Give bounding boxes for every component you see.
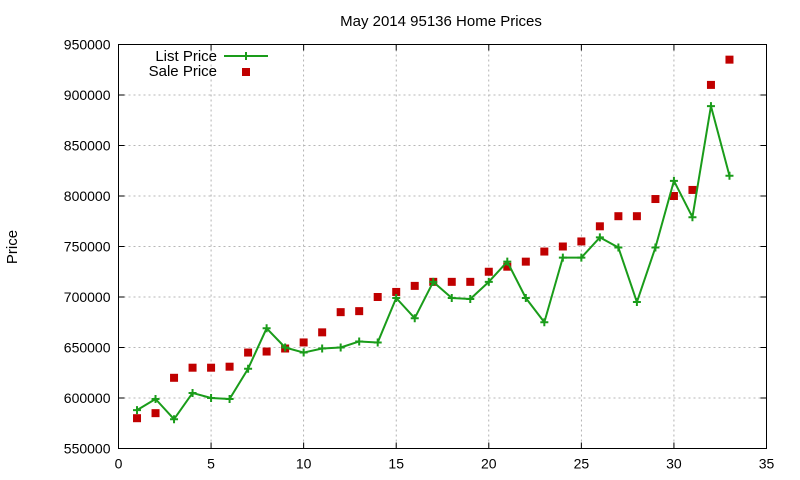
list-price-point: [170, 415, 179, 424]
sale-price-point: [225, 362, 234, 371]
x-tick-label: 20: [481, 456, 497, 472]
list-price-point: [244, 364, 253, 373]
y-tick-label: 600000: [64, 390, 111, 406]
x-tick-label: 0: [115, 456, 123, 472]
list-price-point: [558, 253, 567, 262]
list-price-point: [447, 294, 456, 303]
sale-price-point: [318, 328, 327, 337]
list-price-point: [299, 348, 308, 357]
sale-price-point: [151, 409, 160, 418]
sale-price-point: [706, 80, 715, 89]
sale-price-point: [373, 293, 382, 301]
list-price-point: [355, 337, 364, 346]
sale-price-point: [392, 287, 401, 296]
list-price-point: [207, 394, 216, 402]
sale-price-point: [410, 281, 419, 290]
sale-price-point: [558, 242, 567, 251]
list-price-point: [373, 338, 382, 347]
x-tick-label: 25: [574, 456, 590, 472]
list-price-point: [706, 102, 715, 111]
y-tick-label: 550000: [64, 441, 111, 457]
sale-price-point: [355, 307, 364, 316]
list-price-point: [392, 294, 401, 303]
y-tick-label: 800000: [64, 188, 111, 204]
sale-price-point: [336, 308, 345, 317]
list-price-point: [225, 395, 234, 404]
sale-price-point: [244, 348, 253, 357]
list-price-point: [614, 243, 623, 252]
legend-label-list-price: List Price: [155, 48, 217, 65]
sale-price-point: [577, 237, 586, 246]
series: [133, 55, 734, 424]
list-price-point: [632, 298, 641, 307]
sale-price-point: [207, 363, 216, 372]
list-price-point: [336, 343, 345, 352]
x-tick-label: 35: [759, 456, 775, 472]
list-price-point: [262, 324, 271, 333]
axis-ticks: 0 5 10 15 20 25 30 35 550000 600000 650000 700000 75…: [64, 37, 775, 472]
list-price-line: [136, 105, 731, 421]
list-price-point: [521, 294, 530, 303]
list-price-point: [188, 388, 197, 397]
sale-price-point: [595, 222, 604, 231]
y-tick-label: 750000: [64, 239, 111, 255]
list-price-point: [318, 344, 327, 353]
sale-price-point: [262, 347, 271, 356]
sale-price-point: [725, 55, 734, 64]
sale-price-point: [688, 185, 697, 194]
list-price-point: [429, 277, 438, 286]
list-price-point: [595, 233, 604, 242]
legend-marker-sale-price: [242, 68, 250, 76]
list-price-point: [688, 213, 697, 222]
sale-price-point: [540, 247, 549, 256]
list-price-point: [133, 406, 142, 415]
y-axis-label: Price: [4, 230, 21, 264]
legend: List Price Sale Price: [149, 48, 268, 80]
sale-price-point: [669, 192, 678, 200]
sale-price-point: [466, 277, 475, 286]
list-price-point: [503, 257, 512, 266]
list-price-point: [410, 314, 419, 323]
x-tick-label: 10: [296, 456, 312, 472]
list-price-point: [466, 295, 475, 304]
sale-price-point: [484, 267, 493, 276]
x-tick-label: 15: [388, 456, 404, 472]
sale-price-point: [447, 277, 456, 286]
y-tick-label: 900000: [64, 87, 111, 103]
x-tick-label: 5: [207, 456, 215, 472]
list-price-point: [669, 176, 678, 185]
list-price-point: [151, 395, 160, 404]
y-tick-label: 650000: [64, 340, 111, 356]
list-price-point: [281, 343, 290, 352]
sale-price-point: [614, 212, 623, 221]
list-price-point: [651, 243, 660, 252]
sale-price-point: [632, 212, 641, 221]
legend-marker-list-price: [242, 52, 250, 60]
list-price-point: [725, 171, 734, 180]
sale-price-point: [651, 195, 660, 204]
grid: [118, 44, 767, 449]
x-tick-label: 30: [666, 456, 682, 472]
sale-price-point: [188, 363, 197, 372]
sale-price-point: [503, 262, 512, 271]
sale-price-point: [133, 414, 142, 423]
chart-title: May 2014 95136 Home Prices: [340, 13, 542, 30]
list-price-point: [540, 318, 549, 327]
sale-price-point: [521, 257, 530, 266]
list-price-point: [577, 253, 586, 262]
sale-price-point: [299, 338, 308, 347]
y-tick-label: 850000: [64, 138, 111, 154]
legend-label-sale-price: Sale Price: [149, 63, 217, 80]
y-tick-label: 950000: [64, 37, 111, 53]
list-price-point: [484, 277, 493, 286]
y-tick-label: 700000: [64, 289, 111, 305]
sale-price-point: [170, 373, 179, 382]
